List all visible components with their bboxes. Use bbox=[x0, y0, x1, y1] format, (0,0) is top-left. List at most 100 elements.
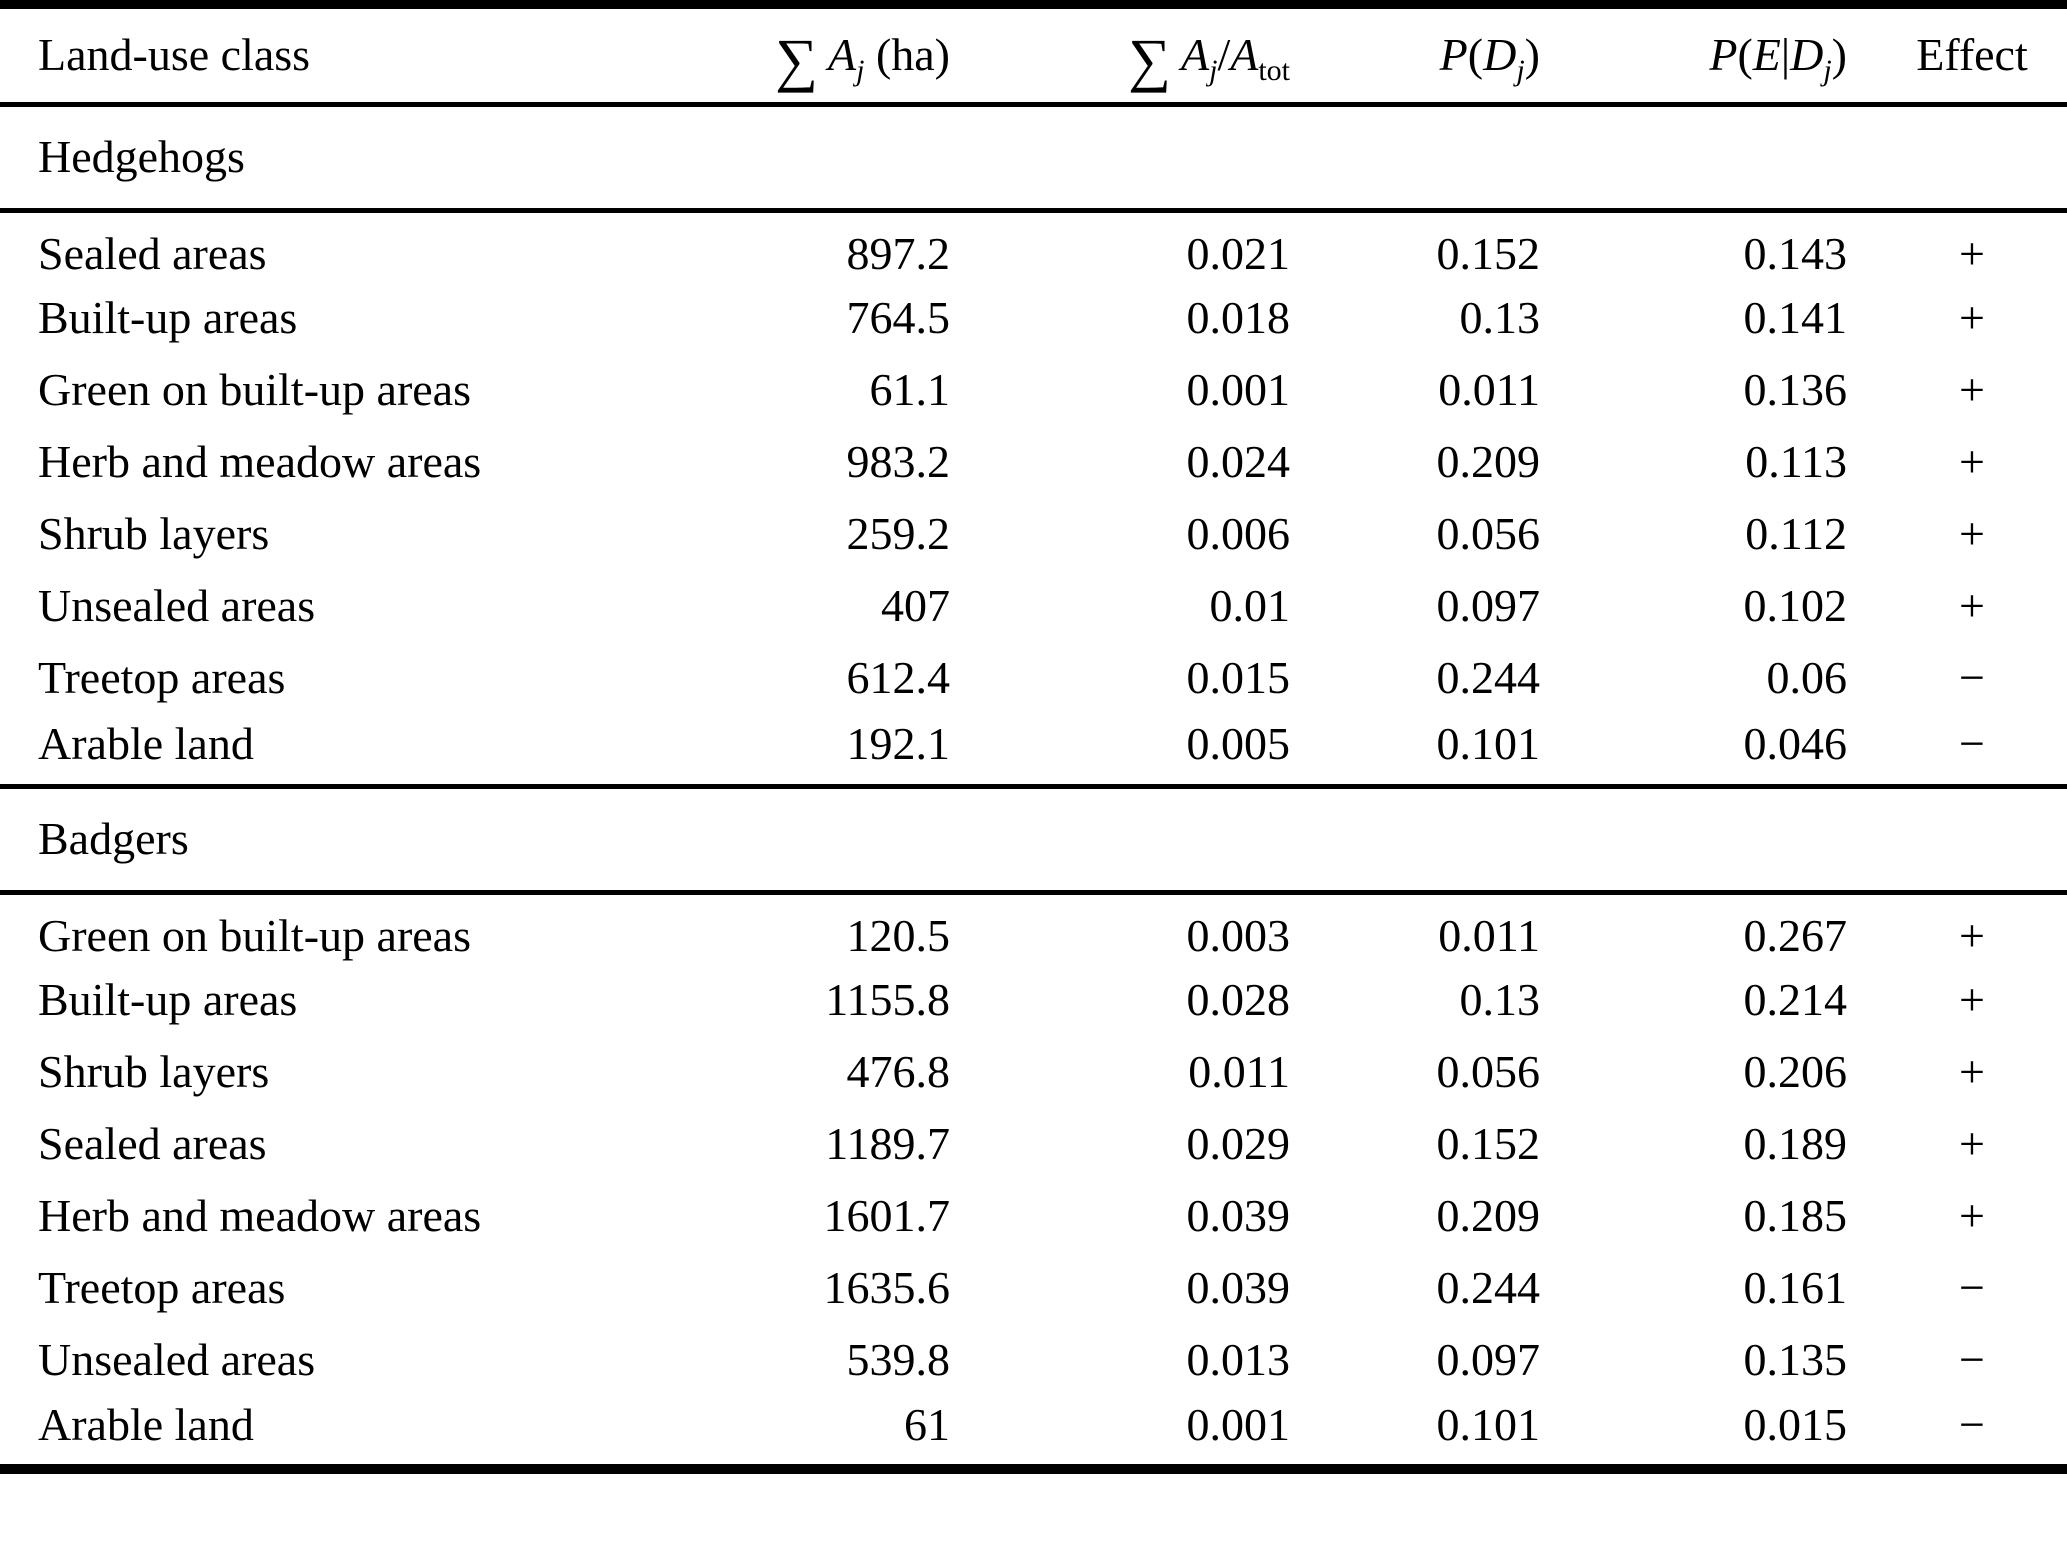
cell-area-fraction: 0.001 bbox=[1186, 1398, 1291, 1450]
section-head-badgers: Badgers bbox=[0, 786, 2067, 893]
cell-p-d: 0.056 bbox=[1436, 1046, 1541, 1098]
cell-effect: − bbox=[1959, 652, 1985, 704]
cell-effect: + bbox=[1959, 292, 1985, 344]
cell-p-d: 0.244 bbox=[1436, 652, 1541, 704]
cell-sum-area-ha: 983.2 bbox=[846, 436, 951, 488]
table-row: Sealed areas 897.2 0.021 0.152 0.143 + bbox=[0, 211, 2067, 283]
cell-p-d: 0.011 bbox=[1438, 364, 1540, 416]
cell-land-use-class: Built-up areas bbox=[38, 292, 298, 344]
cell-effect: + bbox=[1959, 508, 1985, 560]
cell-land-use-class: Unsealed areas bbox=[38, 1334, 316, 1386]
header-part-subitalic: j bbox=[1209, 54, 1218, 88]
cell-sum-area-ha: 259.2 bbox=[846, 508, 951, 560]
section-title-row: Badgers bbox=[0, 786, 2067, 893]
cell-sum-area-ha: 407 bbox=[881, 580, 950, 632]
cell-p-e-given-d: 0.112 bbox=[1745, 508, 1847, 560]
cell-p-e-given-d: 0.135 bbox=[1743, 1334, 1848, 1386]
header-part-italic: P bbox=[1439, 29, 1468, 81]
cell-effect: + bbox=[1959, 1046, 1985, 1098]
cell-effect: + bbox=[1959, 1118, 1985, 1170]
cell-p-e-given-d: 0.206 bbox=[1743, 1046, 1848, 1098]
cell-sum-area-ha: 61.1 bbox=[869, 364, 951, 416]
cell-p-d: 0.011 bbox=[1438, 910, 1540, 962]
cell-p-e-given-d: 0.189 bbox=[1743, 1118, 1848, 1170]
land-use-results-table: Land-use class ∑ Aj (ha) ∑ Aj/Atot P(Dj) P(E|D… bbox=[0, 0, 2067, 1474]
header-part-roman: Effect bbox=[1916, 29, 2028, 81]
cell-area-fraction: 0.003 bbox=[1186, 910, 1291, 962]
column-header-sum-area-ha: ∑ Aj (ha) bbox=[700, 5, 950, 105]
cell-p-e-given-d: 0.06 bbox=[1766, 652, 1848, 704]
header-part-sum: ∑ bbox=[775, 27, 818, 94]
cell-area-fraction: 0.028 bbox=[1186, 974, 1291, 1026]
cell-land-use-class: Green on built-up areas bbox=[38, 910, 472, 962]
table-row: Herb and meadow areas 1601.7 0.039 0.209 0.1… bbox=[0, 1181, 2067, 1253]
cell-effect: + bbox=[1959, 580, 1985, 632]
cell-sum-area-ha: 1189.7 bbox=[825, 1118, 950, 1170]
header-part-sum: ∑ bbox=[1128, 27, 1171, 94]
cell-land-use-class: Unsealed areas bbox=[38, 580, 316, 632]
header-part-italic: D bbox=[1483, 29, 1517, 81]
cell-p-d: 0.244 bbox=[1436, 1262, 1541, 1314]
cell-area-fraction: 0.029 bbox=[1186, 1118, 1291, 1170]
cell-p-e-given-d: 0.214 bbox=[1743, 974, 1848, 1026]
header-part-roman: | bbox=[1780, 29, 1791, 81]
table-row: Treetop areas 1635.6 0.039 0.244 0.161 − bbox=[0, 1253, 2067, 1325]
cell-area-fraction: 0.039 bbox=[1186, 1190, 1291, 1242]
header-part-italic: D bbox=[1790, 29, 1824, 81]
table-row: Shrub layers 259.2 0.006 0.056 0.112 + bbox=[0, 499, 2067, 571]
header-part-italic: E bbox=[1752, 29, 1781, 81]
cell-p-d: 0.152 bbox=[1436, 1118, 1541, 1170]
header-part-roman: / bbox=[1217, 29, 1231, 81]
cell-sum-area-ha: 476.8 bbox=[846, 1046, 951, 1098]
cell-effect: + bbox=[1959, 910, 1985, 962]
header-part-sub: tot bbox=[1258, 54, 1290, 88]
cell-p-e-given-d: 0.143 bbox=[1743, 228, 1848, 280]
cell-area-fraction: 0.001 bbox=[1186, 364, 1291, 416]
section-title: Hedgehogs bbox=[38, 131, 245, 183]
section-body-badgers: Green on built-up areas 120.5 0.003 0.011 0.… bbox=[0, 893, 2067, 1469]
section-title: Badgers bbox=[38, 813, 189, 865]
column-header-effect: Effect bbox=[1847, 5, 2067, 105]
cell-p-e-given-d: 0.141 bbox=[1743, 292, 1848, 344]
cell-effect: + bbox=[1959, 974, 1985, 1026]
table-row: Treetop areas 612.4 0.015 0.244 0.06 − bbox=[0, 643, 2067, 715]
cell-p-e-given-d: 0.267 bbox=[1743, 910, 1848, 962]
cell-effect: − bbox=[1959, 1398, 1985, 1450]
table-row: Herb and meadow areas 983.2 0.024 0.209 0.11… bbox=[0, 427, 2067, 499]
cell-effect: + bbox=[1959, 436, 1985, 488]
cell-land-use-class: Herb and meadow areas bbox=[38, 1190, 482, 1242]
header-part-roman: ) bbox=[1831, 29, 1847, 81]
cell-land-use-class: Herb and meadow areas bbox=[38, 436, 482, 488]
header-part-subitalic: j bbox=[1516, 54, 1525, 88]
column-header-land-use-class: Land-use class bbox=[0, 5, 700, 105]
header-part-roman: ( bbox=[1467, 29, 1484, 81]
cell-p-d: 0.101 bbox=[1436, 717, 1541, 769]
header-part-italic: A bbox=[1230, 29, 1259, 81]
cell-land-use-class: Sealed areas bbox=[38, 228, 267, 280]
column-header-area-fraction: ∑ Aj/Atot bbox=[950, 5, 1290, 105]
cell-area-fraction: 0.039 bbox=[1186, 1262, 1291, 1314]
table-row: Arable land 61 0.001 0.101 0.015 − bbox=[0, 1397, 2067, 1469]
cell-p-e-given-d: 0.136 bbox=[1743, 364, 1848, 416]
cell-area-fraction: 0.021 bbox=[1186, 228, 1291, 280]
cell-p-d: 0.097 bbox=[1436, 1334, 1541, 1386]
cell-area-fraction: 0.018 bbox=[1186, 292, 1291, 344]
cell-area-fraction: 0.024 bbox=[1186, 436, 1291, 488]
cell-sum-area-ha: 1155.8 bbox=[825, 974, 950, 1026]
cell-sum-area-ha: 612.4 bbox=[846, 652, 951, 704]
cell-sum-area-ha: 192.1 bbox=[846, 717, 951, 769]
cell-land-use-class: Sealed areas bbox=[38, 1118, 267, 1170]
cell-p-d: 0.056 bbox=[1436, 508, 1541, 560]
header-part-italic: A bbox=[1180, 29, 1210, 81]
cell-p-d: 0.13 bbox=[1459, 292, 1541, 344]
cell-sum-area-ha: 120.5 bbox=[846, 910, 951, 962]
cell-p-e-given-d: 0.046 bbox=[1743, 717, 1848, 769]
cell-land-use-class: Arable land bbox=[38, 717, 254, 769]
table-row: Unsealed areas 407 0.01 0.097 0.102 + bbox=[0, 571, 2067, 643]
cell-sum-area-ha: 764.5 bbox=[846, 292, 951, 344]
cell-sum-area-ha: 1601.7 bbox=[823, 1190, 951, 1242]
header-part-subitalic: j bbox=[1823, 54, 1832, 88]
cell-effect: + bbox=[1959, 1190, 1985, 1242]
cell-area-fraction: 0.015 bbox=[1186, 652, 1291, 704]
